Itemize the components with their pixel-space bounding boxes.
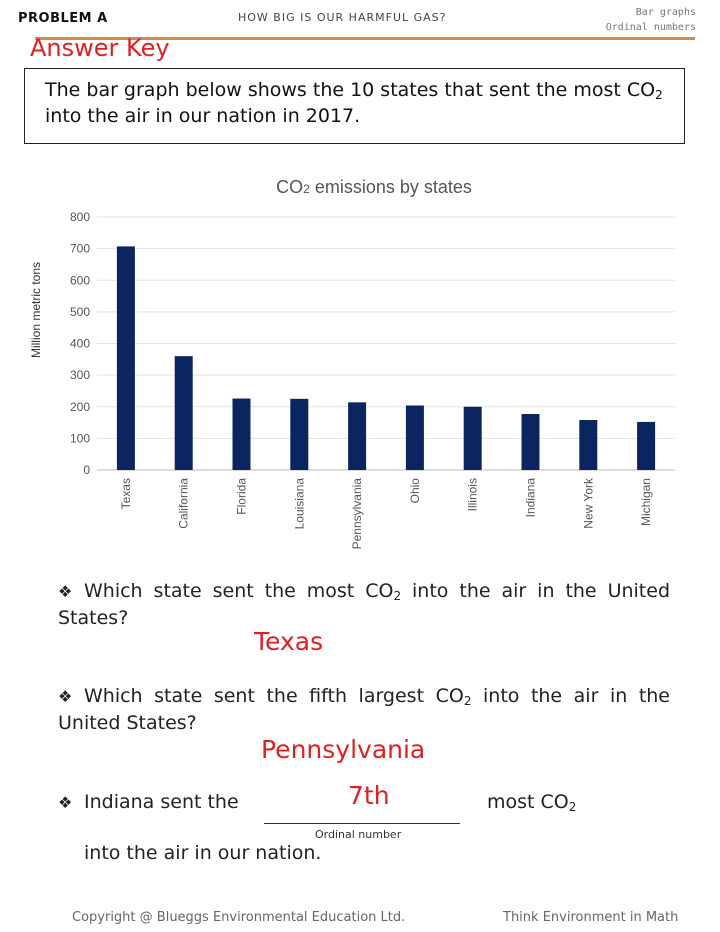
x-tick-label: California <box>177 478 191 529</box>
chart-title-rest: emissions by states <box>310 177 472 197</box>
answer-2: Pennsylvania <box>261 735 426 764</box>
footer-brand: Think Environment in Math <box>503 910 679 925</box>
y-tick-label: 400 <box>70 337 90 351</box>
question-1: ❖ Which state sent the most CO2 into the … <box>58 578 670 631</box>
bar-texas <box>116 246 135 470</box>
tag-bar-graphs: Bar graphs <box>635 7 696 18</box>
x-tick-label: Florida <box>235 478 249 515</box>
question-1-text: ❖ Which state sent the most CO2 into the … <box>58 578 670 631</box>
ordinal-number-label: Ordinal number <box>315 828 402 841</box>
q3-pre: Indiana sent the <box>84 791 239 813</box>
y-axis-label: Million metric tons <box>29 262 43 358</box>
x-tick-label: New York <box>581 477 595 529</box>
footer-copyright: Copyright @ Blueggs Environmental Educat… <box>72 910 406 925</box>
q2-post: into the air in the United States? <box>58 685 670 734</box>
topic-title: HOW BIG IS OUR HARMFUL GAS? <box>238 11 447 24</box>
answer-3: 7th <box>348 781 390 810</box>
q1-pre: Which state sent the most CO <box>84 580 394 602</box>
problem-label: PROBLEM A <box>18 11 108 26</box>
intro-text-2: into the air in our nation in 2017. <box>45 105 361 127</box>
bullet-icon: ❖ <box>58 687 73 706</box>
x-tick-labels: Texas California Florida Louisiana Pennsylva… <box>119 477 653 549</box>
ordinal-blank-line <box>264 823 460 824</box>
q3-post: most CO <box>487 791 569 813</box>
y-tick-label: 0 <box>83 463 90 477</box>
answer-key-label: Answer Key <box>30 34 170 62</box>
q2-sub: 2 <box>463 694 472 708</box>
question-2: ❖ Which state sent the fifth largest CO2 … <box>58 683 670 736</box>
y-tick-label: 700 <box>70 242 90 256</box>
y-tick-label: 100 <box>70 431 90 445</box>
question-3-end: into the air in our nation. <box>84 842 322 864</box>
x-tick-label: Indiana <box>524 478 538 518</box>
y-tick-labels: 0 100 200 300 400 500 600 700 800 <box>70 210 90 477</box>
answer-1: Texas <box>254 627 324 656</box>
chart-title: CO2 emissions by states <box>276 177 472 197</box>
y-tick-label: 800 <box>70 210 90 224</box>
bar-michigan <box>637 421 656 470</box>
header-rule <box>35 37 695 40</box>
x-tick-label: Illinois <box>466 478 480 511</box>
y-tick-label: 300 <box>70 368 90 382</box>
x-tick-label: Michigan <box>639 478 653 526</box>
bar-florida <box>232 398 251 470</box>
x-tick-label: Ohio <box>408 478 422 504</box>
gridlines <box>97 216 675 471</box>
bar-new-york <box>579 420 598 470</box>
y-tick-label: 500 <box>70 305 90 319</box>
bullet-icon: ❖ <box>58 582 73 601</box>
bar-illinois <box>463 406 482 470</box>
question-3-mid: most CO2 <box>487 789 576 815</box>
q1-post: into the air in the United States? <box>58 580 671 629</box>
question-2-text: ❖ Which state sent the fifth largest CO2 … <box>58 683 670 736</box>
bar-california <box>174 356 193 470</box>
q1-sub: 2 <box>393 589 402 603</box>
intro-subscript: 2 <box>655 88 663 102</box>
bar-ohio <box>405 405 424 470</box>
q3-post-sub: 2 <box>568 800 577 814</box>
intro-box: The bar graph below shows the 10 states … <box>24 68 685 144</box>
y-tick-label: 600 <box>70 273 90 287</box>
y-tick-label: 200 <box>70 400 90 414</box>
bullet-icon: ❖ <box>58 793 73 812</box>
chart-title-main: CO <box>276 177 303 197</box>
bar-pennsylvania <box>348 402 367 470</box>
question-3-start: ❖ Indiana sent the <box>58 789 239 816</box>
x-tick-label: Texas <box>119 478 133 509</box>
bar-louisiana <box>290 398 309 470</box>
x-tick-label: Louisiana <box>292 478 306 530</box>
bar-indiana <box>521 414 540 470</box>
intro-text: The bar graph below shows the 10 states … <box>45 79 656 101</box>
q2-pre: Which state sent the fifth largest CO <box>84 685 464 707</box>
chart-title-sub: 2 <box>303 182 310 196</box>
x-tick-label: Pennsylvania <box>350 478 364 550</box>
tag-ordinal-numbers: Ordinal numbers <box>605 22 696 33</box>
co2-bar-chart: CO2 emissions by states Million metric t… <box>29 177 675 549</box>
bars <box>116 246 656 470</box>
